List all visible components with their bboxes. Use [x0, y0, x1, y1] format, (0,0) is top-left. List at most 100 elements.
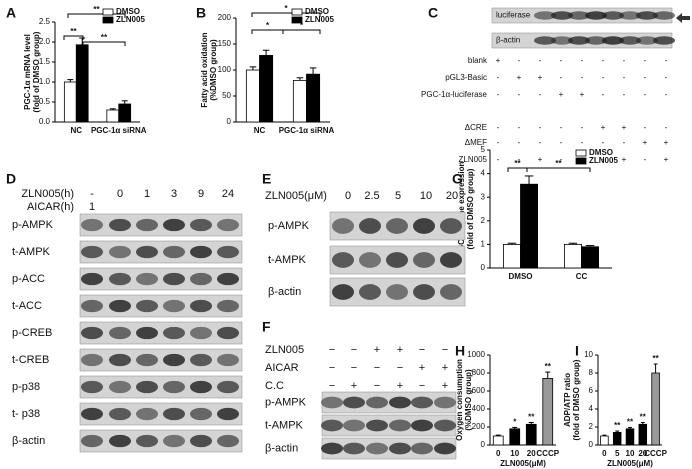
- legend-swatch: [291, 16, 303, 24]
- condition-lane: -: [518, 155, 521, 164]
- condition-lane: 0: [345, 190, 351, 202]
- y-tick-label: 800: [472, 368, 486, 377]
- blot-band: [163, 407, 185, 421]
- bracket: [507, 167, 528, 172]
- significance: *: [266, 21, 270, 30]
- significance: *: [300, 21, 304, 30]
- x-tick-label: 0: [496, 449, 501, 458]
- blot-band: [109, 272, 131, 286]
- condition-lane: +: [643, 138, 648, 147]
- bar: [564, 243, 582, 269]
- blot-row-label: t-CREB: [12, 354, 49, 366]
- blot-band: [109, 353, 131, 367]
- blot-band: [163, 245, 185, 259]
- condition-lane: -: [581, 123, 584, 132]
- condition-lane: -: [623, 138, 626, 147]
- x-tick-label: CCCP: [536, 449, 559, 458]
- condition-lane: -: [539, 90, 542, 99]
- bar: [75, 44, 89, 123]
- condition-label: ΔMEF: [465, 138, 487, 147]
- condition-lane: +: [601, 123, 606, 132]
- blot-row-label: t-AMPK: [265, 419, 304, 431]
- condition-lane: +: [397, 380, 403, 392]
- blot-band: [81, 353, 103, 367]
- condition-lane: -: [497, 155, 500, 164]
- x-tick-label: PGC-1α siRNA: [279, 126, 335, 135]
- condition-lane: -: [560, 123, 563, 132]
- significance: **: [93, 5, 100, 14]
- legend-label: DMSO: [116, 7, 140, 16]
- condition-lane: +: [580, 90, 585, 99]
- panel-letter: H: [455, 343, 465, 359]
- condition-lane: -: [581, 73, 584, 82]
- x-tick-label: CC: [576, 272, 588, 281]
- blot-band: [440, 284, 462, 300]
- condition-lane: −: [329, 344, 335, 356]
- blot-band: [136, 407, 158, 421]
- y-tick-label: 1: [481, 240, 486, 249]
- condition-lane: −: [329, 362, 335, 374]
- significance: *: [284, 4, 288, 13]
- condition-lane: +: [351, 380, 357, 392]
- blot-band: [386, 218, 408, 234]
- bracket: [63, 35, 84, 40]
- bar: [651, 372, 660, 446]
- y-tick-label: 0: [227, 117, 232, 126]
- blot-band: [602, 36, 624, 45]
- condition-lane: -: [644, 123, 647, 132]
- condition-lane: +: [559, 90, 564, 99]
- condition-lane: -: [497, 73, 500, 82]
- blot-band: [109, 407, 131, 421]
- condition-lane: -: [497, 123, 500, 132]
- blot-band: [619, 11, 641, 20]
- bracket: [67, 13, 126, 18]
- blot-band: [434, 396, 456, 409]
- blot-row-label: p-AMPK: [12, 219, 54, 231]
- y-tick-label: 5: [481, 145, 486, 154]
- y-tick-label: 2.5: [39, 17, 51, 26]
- bar: [106, 109, 120, 123]
- blot-band: [109, 218, 131, 232]
- bracket: [282, 29, 321, 34]
- condition-lane: +: [496, 56, 501, 65]
- blot-row-label: β-actin: [496, 36, 520, 45]
- blot-band: [568, 36, 590, 45]
- condition-lane: -: [644, 73, 647, 82]
- blot-band: [81, 245, 103, 259]
- blot-band: [321, 396, 343, 409]
- x-tick-label: 5: [615, 449, 620, 458]
- condition-lane: +: [538, 155, 543, 164]
- condition-lane: +: [664, 138, 669, 147]
- x-tick-label: NC: [70, 126, 82, 135]
- condition-lane: -: [602, 138, 605, 147]
- panel-letter: C: [428, 5, 438, 21]
- bracket: [82, 41, 126, 46]
- blot-band: [190, 245, 212, 259]
- condition-lane: −: [397, 362, 403, 374]
- significance: **: [627, 418, 634, 427]
- condition-label: PGC-1α-luciferase: [421, 90, 488, 99]
- blot-band: [636, 11, 658, 20]
- bar: [245, 69, 260, 123]
- blot-band: [332, 218, 354, 234]
- blot-band: [190, 272, 212, 286]
- y-tick-label: 0.0: [39, 117, 51, 126]
- condition-lane: +: [419, 362, 425, 374]
- blot-band: [359, 284, 381, 300]
- y-tick-label: 0: [481, 440, 486, 449]
- blot-band: [534, 36, 556, 45]
- blot-band: [163, 299, 185, 313]
- arrow-icon: [676, 13, 690, 23]
- condition-label: ZLN005: [265, 344, 304, 356]
- condition-lane: -: [602, 73, 605, 82]
- blot-band: [190, 326, 212, 340]
- condition-lane: 20: [446, 190, 458, 202]
- blot-band: [190, 218, 212, 232]
- y-tick-label: 3: [481, 192, 486, 201]
- condition-lane: -: [665, 123, 668, 132]
- condition-lane: -: [518, 56, 521, 65]
- y-tick-label: 10: [584, 350, 593, 359]
- blot-band: [321, 419, 343, 432]
- significance: **: [70, 27, 77, 36]
- significance: **: [555, 159, 562, 168]
